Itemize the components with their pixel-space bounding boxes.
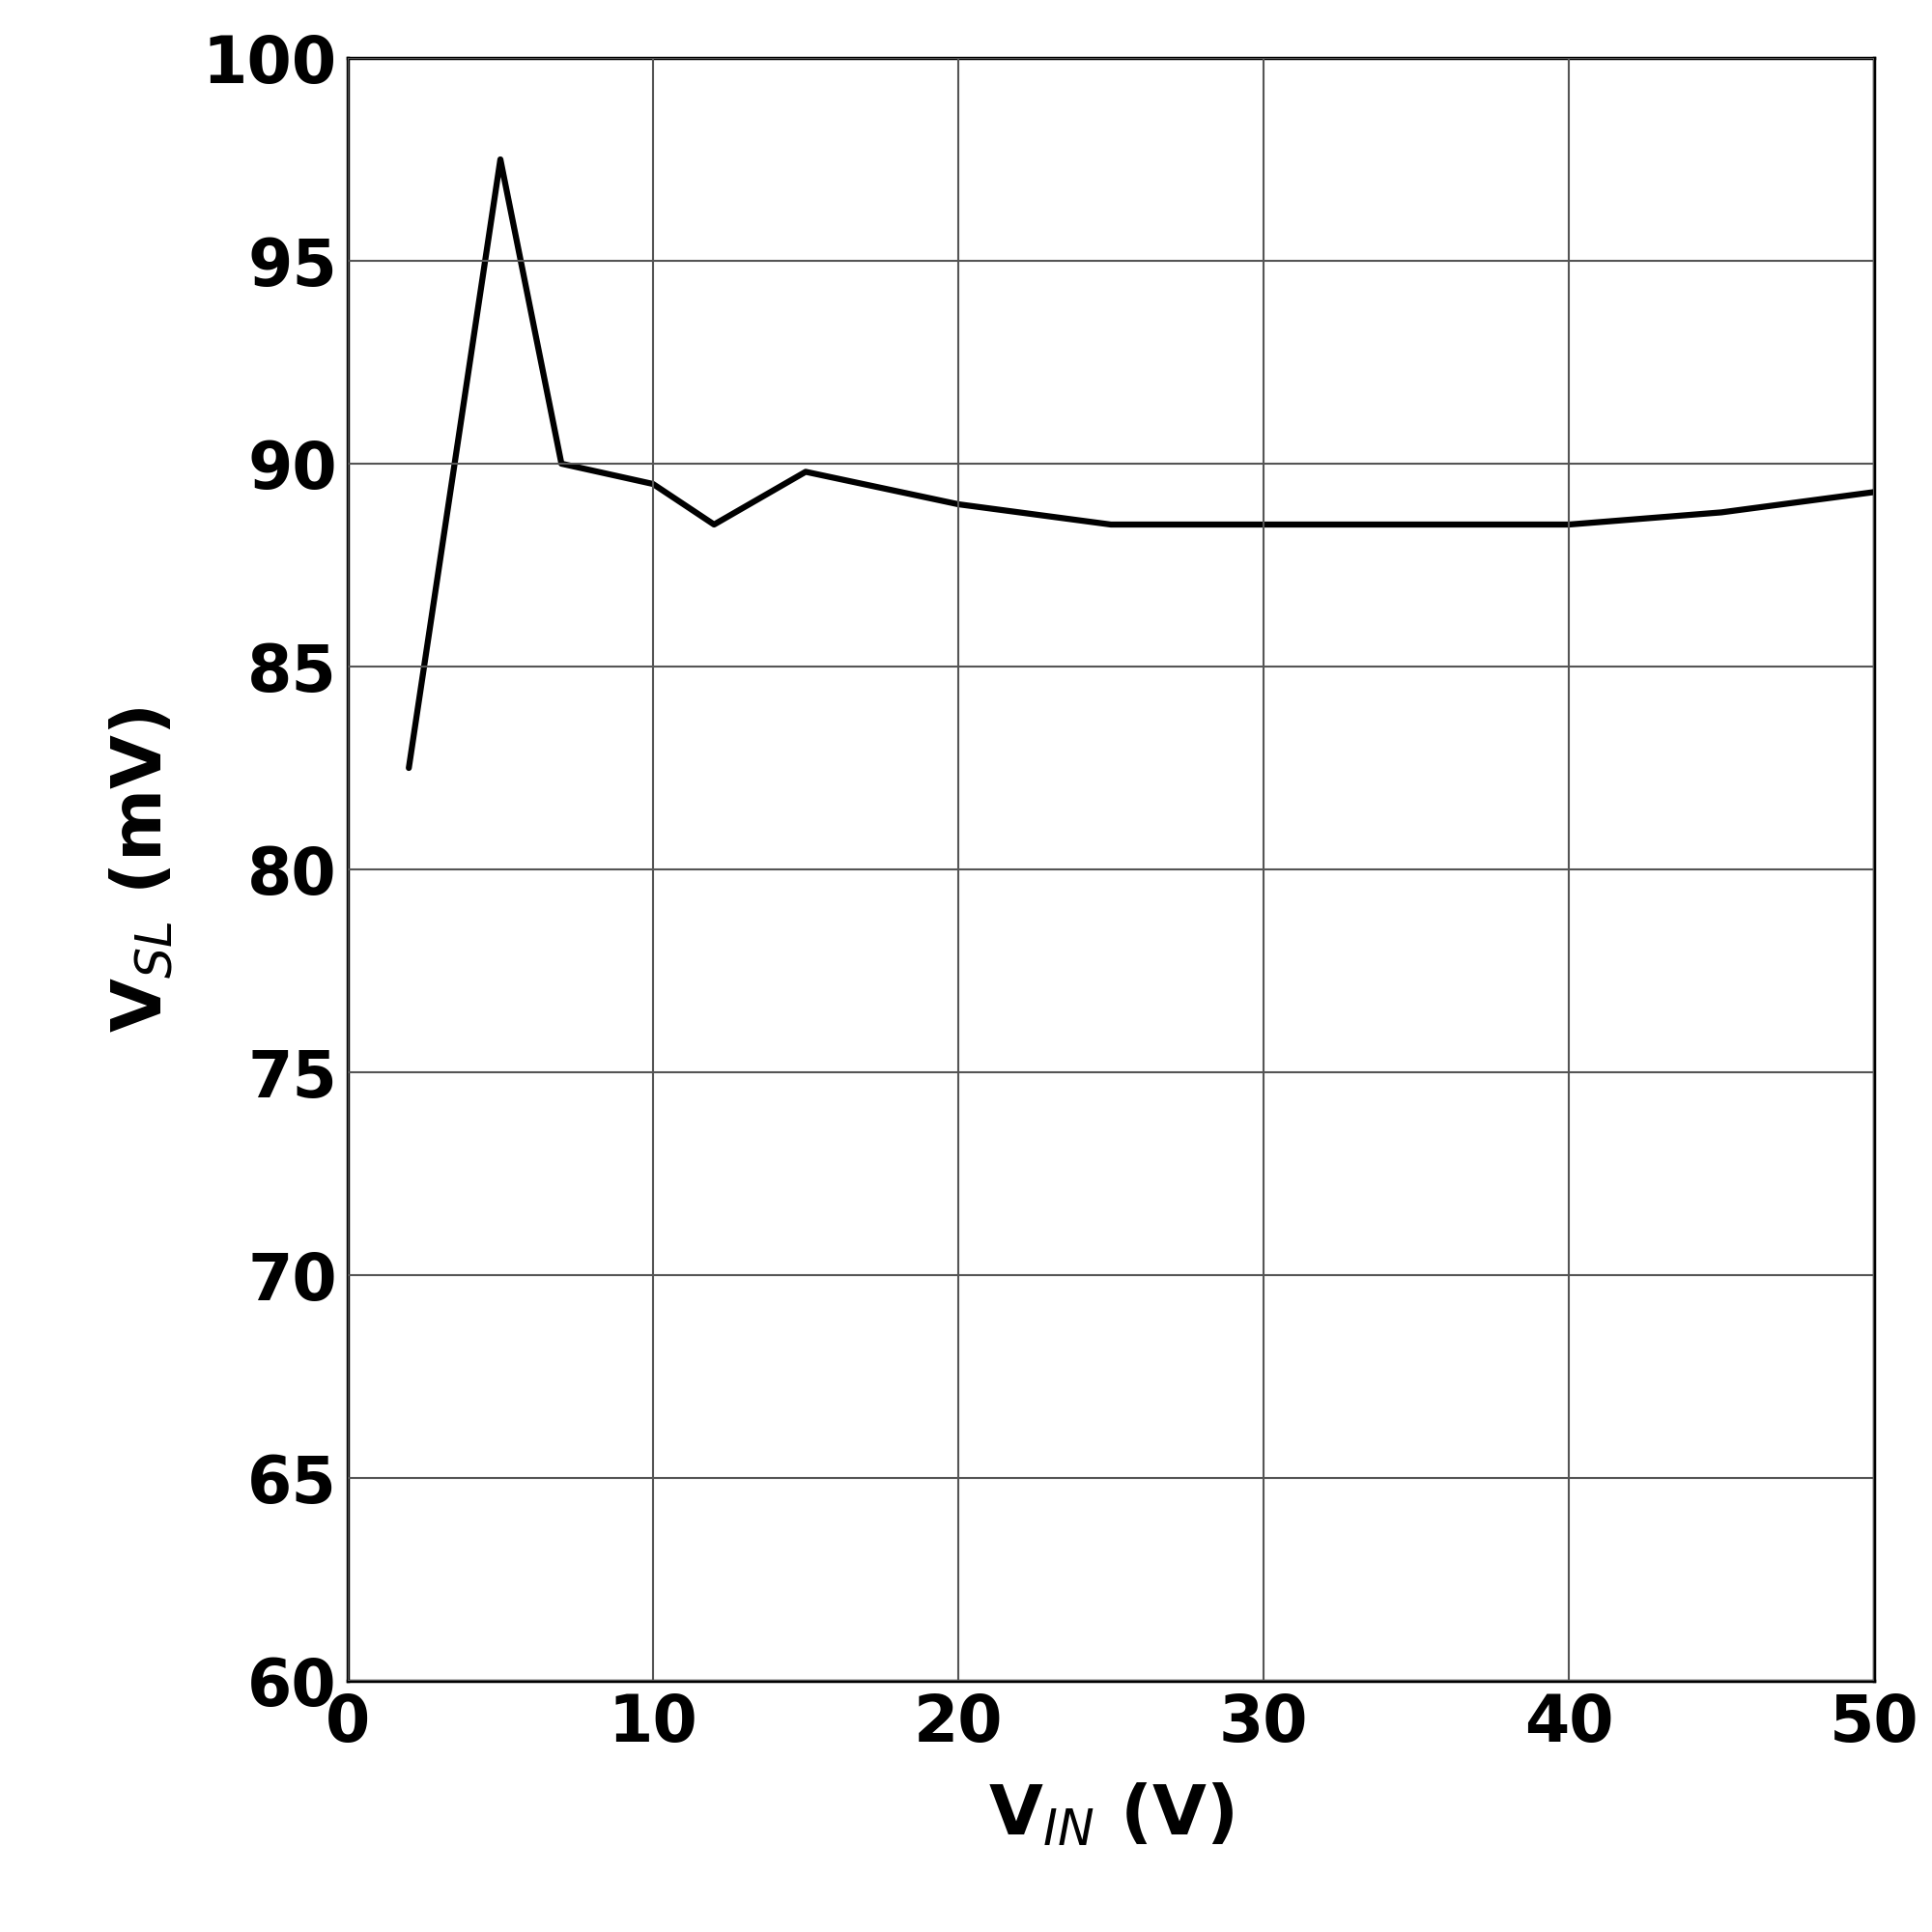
- X-axis label: V$_{IN}$ (V): V$_{IN}$ (V): [987, 1781, 1235, 1849]
- Y-axis label: V$_{SL}$ (mV): V$_{SL}$ (mV): [108, 707, 176, 1032]
